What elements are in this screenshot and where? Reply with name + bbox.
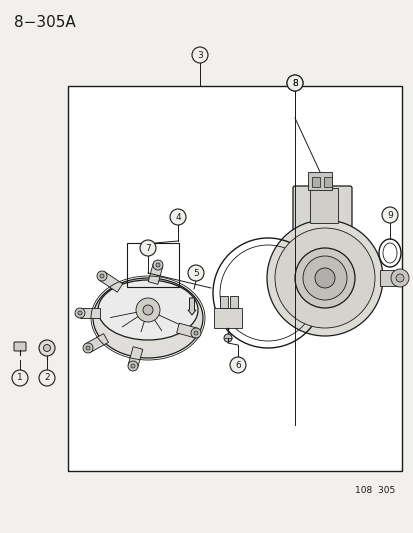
- Bar: [309, 188, 337, 223]
- Circle shape: [188, 265, 204, 281]
- Circle shape: [128, 361, 138, 371]
- Text: 8: 8: [292, 78, 297, 87]
- Text: 7: 7: [145, 244, 150, 253]
- Circle shape: [43, 344, 50, 351]
- Ellipse shape: [98, 280, 197, 340]
- Text: 8−305A: 8−305A: [14, 15, 76, 30]
- Polygon shape: [80, 308, 100, 318]
- Bar: [68, 86, 401, 471]
- Text: 2: 2: [44, 374, 50, 383]
- Polygon shape: [148, 264, 162, 284]
- Bar: [214, 308, 242, 328]
- Circle shape: [170, 209, 185, 225]
- FancyArrow shape: [188, 298, 195, 315]
- Circle shape: [131, 364, 135, 368]
- Circle shape: [274, 228, 374, 328]
- Bar: [379, 270, 397, 286]
- Circle shape: [86, 346, 90, 350]
- Polygon shape: [176, 323, 197, 338]
- Circle shape: [83, 343, 93, 353]
- Circle shape: [223, 334, 231, 342]
- Circle shape: [142, 305, 153, 315]
- Polygon shape: [128, 346, 142, 367]
- Circle shape: [395, 274, 403, 282]
- Bar: [307, 172, 331, 190]
- Circle shape: [12, 370, 28, 386]
- Circle shape: [39, 340, 55, 356]
- Circle shape: [266, 220, 382, 336]
- Ellipse shape: [93, 278, 202, 358]
- Circle shape: [75, 308, 85, 318]
- Bar: [323, 177, 331, 187]
- Bar: [219, 296, 228, 308]
- Text: 108  305: 108 305: [354, 486, 394, 495]
- Text: 6: 6: [235, 360, 240, 369]
- Circle shape: [39, 370, 55, 386]
- Polygon shape: [99, 272, 123, 292]
- Circle shape: [192, 47, 207, 63]
- Circle shape: [286, 75, 302, 91]
- Circle shape: [100, 274, 104, 278]
- Circle shape: [190, 328, 201, 338]
- Circle shape: [78, 311, 82, 315]
- Circle shape: [286, 75, 302, 91]
- Circle shape: [381, 207, 397, 223]
- Text: 4: 4: [175, 213, 180, 222]
- Text: 9: 9: [386, 211, 392, 220]
- Circle shape: [194, 331, 197, 335]
- Polygon shape: [85, 334, 108, 352]
- Circle shape: [302, 256, 346, 300]
- Bar: [230, 296, 237, 308]
- Bar: [311, 177, 319, 187]
- Circle shape: [97, 271, 107, 281]
- Circle shape: [294, 248, 354, 308]
- Text: 3: 3: [197, 51, 202, 60]
- Text: 1: 1: [17, 374, 23, 383]
- Text: 8: 8: [292, 78, 297, 87]
- Text: 5: 5: [192, 269, 198, 278]
- FancyBboxPatch shape: [14, 342, 26, 351]
- Circle shape: [156, 263, 159, 267]
- Circle shape: [230, 357, 245, 373]
- Circle shape: [136, 298, 159, 322]
- Circle shape: [314, 268, 334, 288]
- FancyBboxPatch shape: [292, 186, 351, 260]
- Circle shape: [390, 269, 408, 287]
- Circle shape: [153, 260, 163, 270]
- Bar: [127, 243, 178, 287]
- Circle shape: [140, 240, 156, 256]
